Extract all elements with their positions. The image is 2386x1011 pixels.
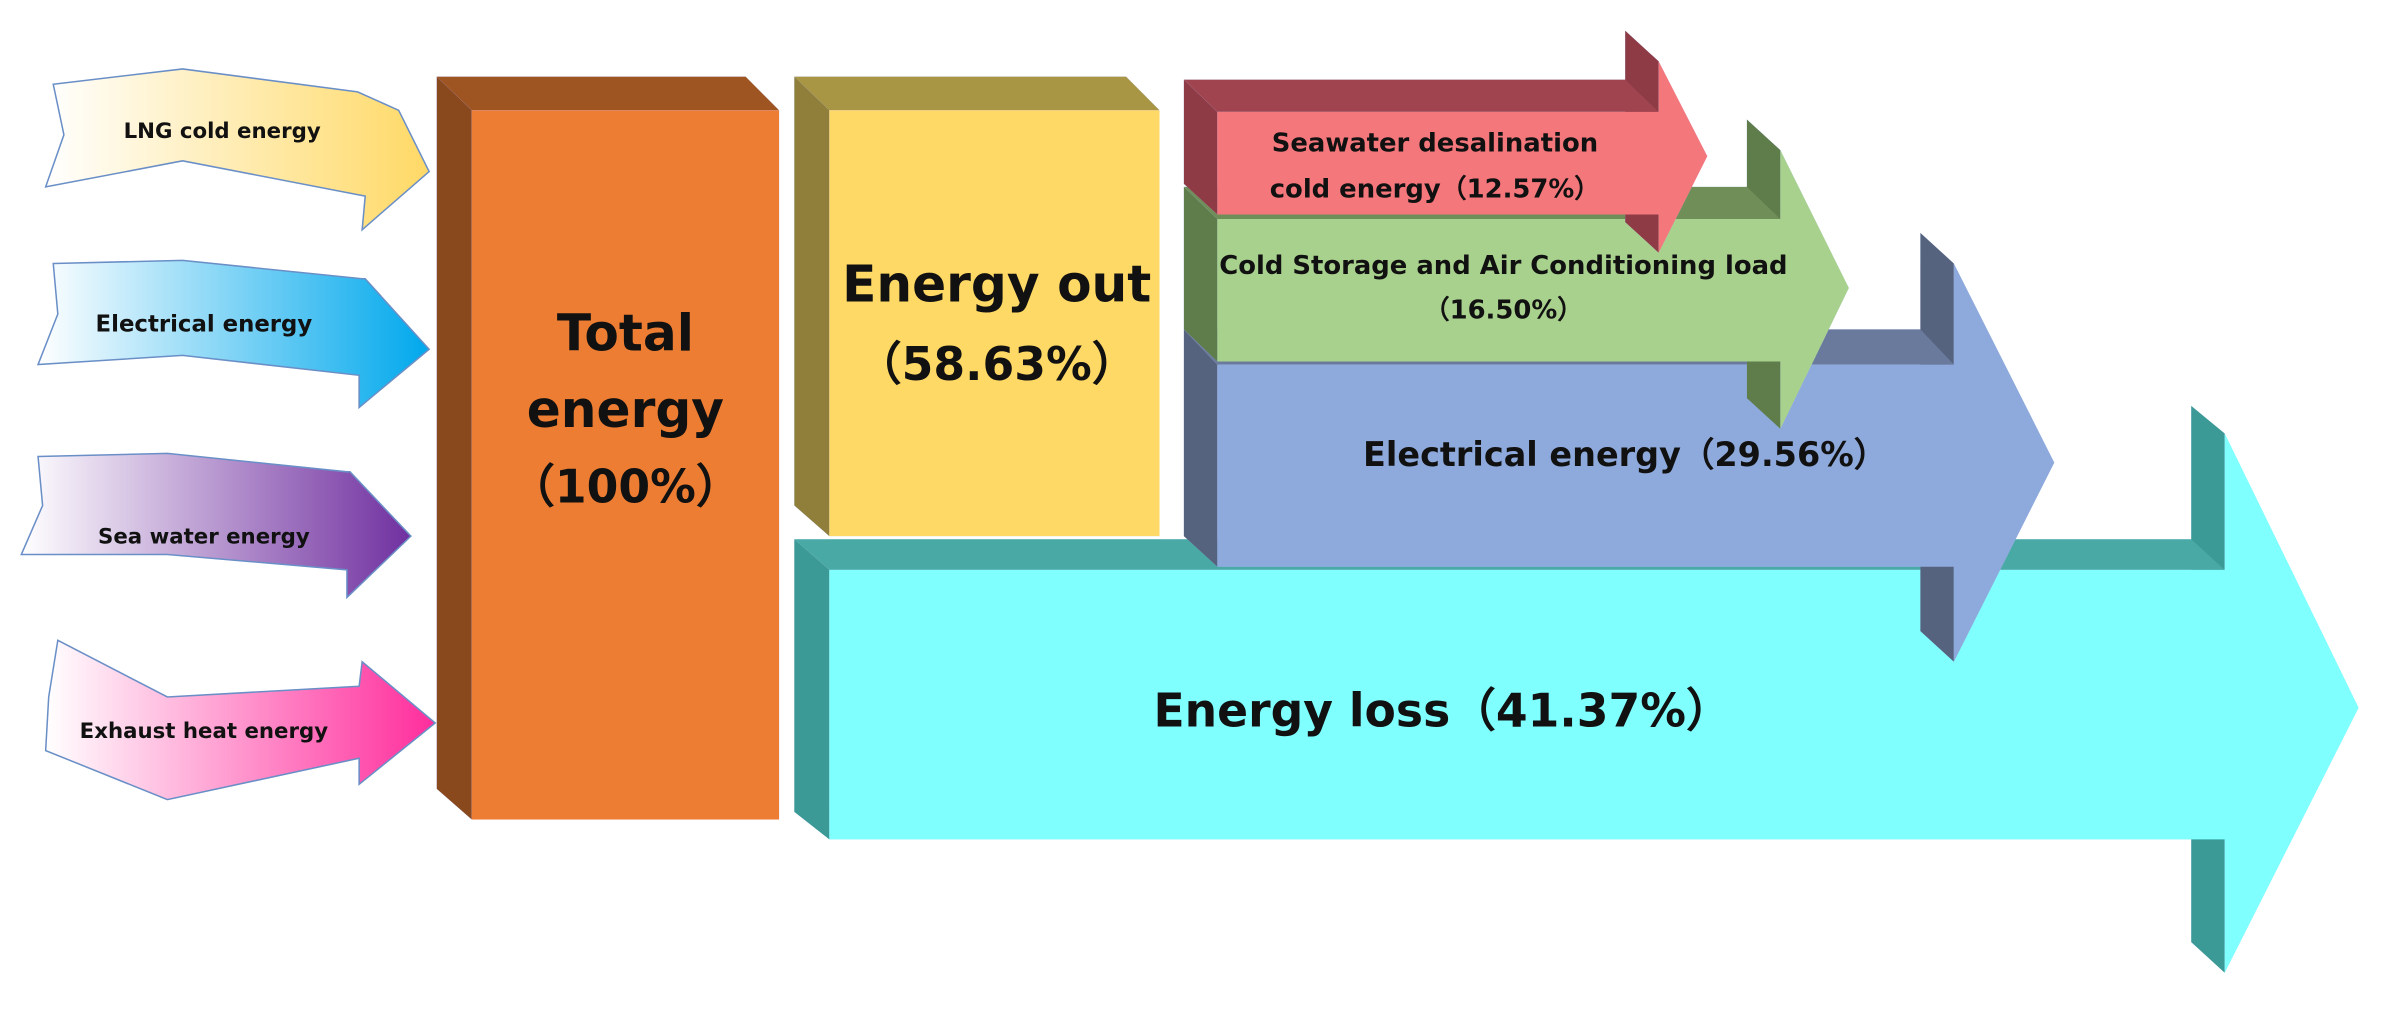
- output-label: Cold Storage and Air Conditioning load: [1219, 251, 1787, 281]
- arrow-depth: [1183, 329, 1218, 567]
- output-label: cold energy（12.57%）: [1270, 174, 1600, 204]
- total-label: Total: [557, 303, 694, 362]
- arrow-depth: [1183, 186, 1218, 362]
- box-top: [794, 76, 1160, 111]
- input-arrow: [44, 639, 437, 801]
- arrow-body: [1217, 263, 2055, 662]
- input-label: LNG cold energy: [124, 119, 321, 144]
- energy-out-box: [794, 76, 1160, 537]
- box-front: [471, 110, 780, 820]
- total-label: energy: [527, 380, 724, 439]
- energy-loss-label: Energy loss（41.37%）: [1153, 683, 1731, 737]
- energy-out-label: Energy out: [842, 254, 1151, 313]
- arrow-depth: [794, 539, 830, 840]
- arrow-body: [1217, 150, 1849, 429]
- arrow-depth: [1183, 79, 1218, 215]
- input-arrow: [44, 68, 431, 232]
- box-top: [436, 76, 780, 111]
- input-arrow: [20, 452, 412, 600]
- box-front: [829, 110, 1160, 537]
- seawater-arrow: [1183, 30, 1708, 253]
- arrow-body: [1217, 61, 1708, 253]
- output-label: Seawater desalination: [1272, 128, 1598, 158]
- input-label: Exhaust heat energy: [80, 719, 328, 744]
- energy-out-share: （58.63%）: [856, 337, 1137, 391]
- input-arrow: [36, 259, 431, 410]
- arrow-body: [829, 433, 2359, 973]
- input-arrows: [20, 68, 437, 801]
- input-label: Electrical energy: [96, 311, 313, 337]
- arrow-top: [1183, 79, 1659, 112]
- box-side: [794, 76, 830, 537]
- input-label: Sea water energy: [98, 525, 310, 550]
- output-label: （16.50%）: [1424, 295, 1583, 325]
- output-label: Electrical energy（29.56%）: [1363, 435, 1887, 474]
- total-box: [436, 76, 780, 820]
- box-side: [436, 76, 472, 820]
- total-share: （100%）: [509, 460, 741, 514]
